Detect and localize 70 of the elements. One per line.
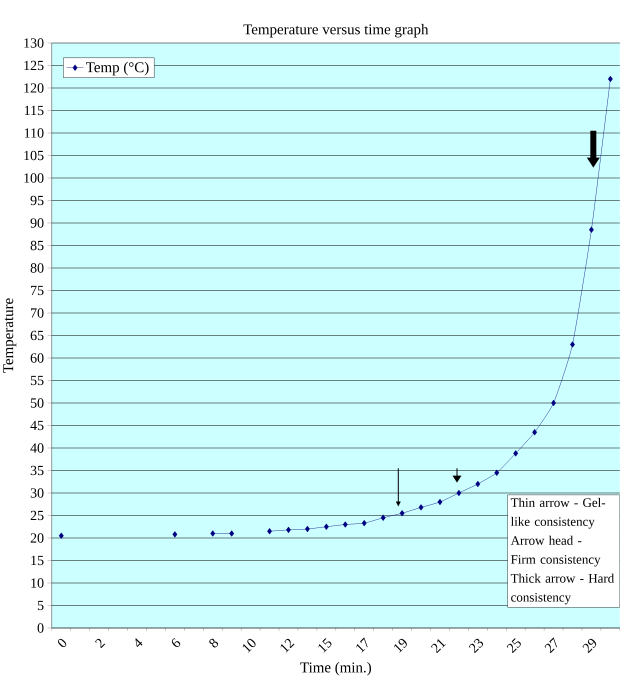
x-tick-label: 25 (506, 638, 521, 654)
y-tick-label: 80 (30, 263, 44, 273)
point (380, 514, 386, 521)
y-tick-label: 10 (31, 578, 44, 588)
y-tick-label: 35 (30, 466, 44, 476)
legend-label: Temp (°C) (86, 62, 148, 76)
y-tick-label: 85 (30, 240, 44, 250)
point (456, 490, 462, 496)
y-tick-label: 75 (30, 286, 44, 296)
y-tick-label: 100 (24, 173, 44, 183)
x-tick-label: 12 (280, 638, 294, 653)
point (342, 521, 348, 528)
point (324, 524, 329, 530)
y-tick-label: 55 (30, 376, 44, 386)
point (532, 429, 538, 436)
point (400, 510, 404, 516)
point (513, 450, 518, 457)
y-tick-label: 120 (24, 83, 44, 93)
x-tick-label: 4 (135, 638, 142, 648)
annotation: Thin arrow - Gel-like consistency Arrow head - Firm consistency Thick arrow - Hard consistency (510, 498, 614, 604)
y-tick-label: 125 (24, 60, 44, 70)
y-tick-label: 45 (30, 420, 44, 430)
x-tick-label: 8 (209, 638, 218, 648)
point (608, 76, 613, 82)
x-tick-label: 27 (544, 638, 557, 654)
point (286, 526, 291, 534)
y-tick-label: 110 (24, 128, 44, 138)
y-tick-label: 5 (38, 600, 44, 610)
x-tick-label: 23 (468, 638, 483, 654)
point (494, 470, 500, 476)
x-tick-label: 29 (582, 638, 596, 654)
y-tick-label: 30 (30, 488, 44, 498)
point (588, 226, 594, 233)
y-tick-label: 95 (30, 196, 44, 206)
x-tick-label: 6 (172, 638, 180, 647)
y-tick-label: 15 (31, 556, 44, 566)
x-tick-label: 21 (430, 639, 446, 654)
y-tick-label: 25 (30, 510, 44, 520)
x-tick-label: 15 (318, 638, 332, 653)
point (267, 528, 272, 534)
y-tick-label: 40 (30, 443, 44, 453)
x-tick-label: 17 (356, 638, 368, 653)
point (362, 520, 367, 526)
y-tick-label: 0 (38, 623, 44, 633)
point (551, 400, 556, 406)
y-tick-label: 60 (30, 353, 44, 363)
point (475, 480, 480, 488)
x-tick-label: 0 (58, 638, 66, 648)
y-axis-title: Temperature (3, 298, 16, 373)
y-tick-label: 70 (30, 308, 44, 318)
y-tick-label: 105 (24, 150, 44, 160)
y-tick-label: 130 (24, 38, 44, 48)
x-axis-title: Time (min.) (300, 662, 371, 676)
y-tick-label: 20 (30, 533, 44, 543)
y-tick-label: 65 (30, 330, 44, 340)
point (437, 498, 442, 506)
point (418, 504, 424, 511)
point (210, 530, 216, 537)
y-tick-label: 50 (30, 398, 44, 408)
point (58, 532, 64, 539)
y-tick-label: 90 (30, 218, 44, 228)
x-tick-label: 19 (394, 638, 407, 653)
point (172, 531, 178, 538)
y-tick-label: 115 (24, 106, 44, 116)
point (229, 530, 234, 537)
point (304, 526, 310, 532)
x-tick-label: 10 (242, 638, 256, 653)
point (570, 341, 575, 348)
chart-title: Temperature versus time graph (243, 24, 428, 38)
x-tick-label: 2 (95, 638, 106, 648)
